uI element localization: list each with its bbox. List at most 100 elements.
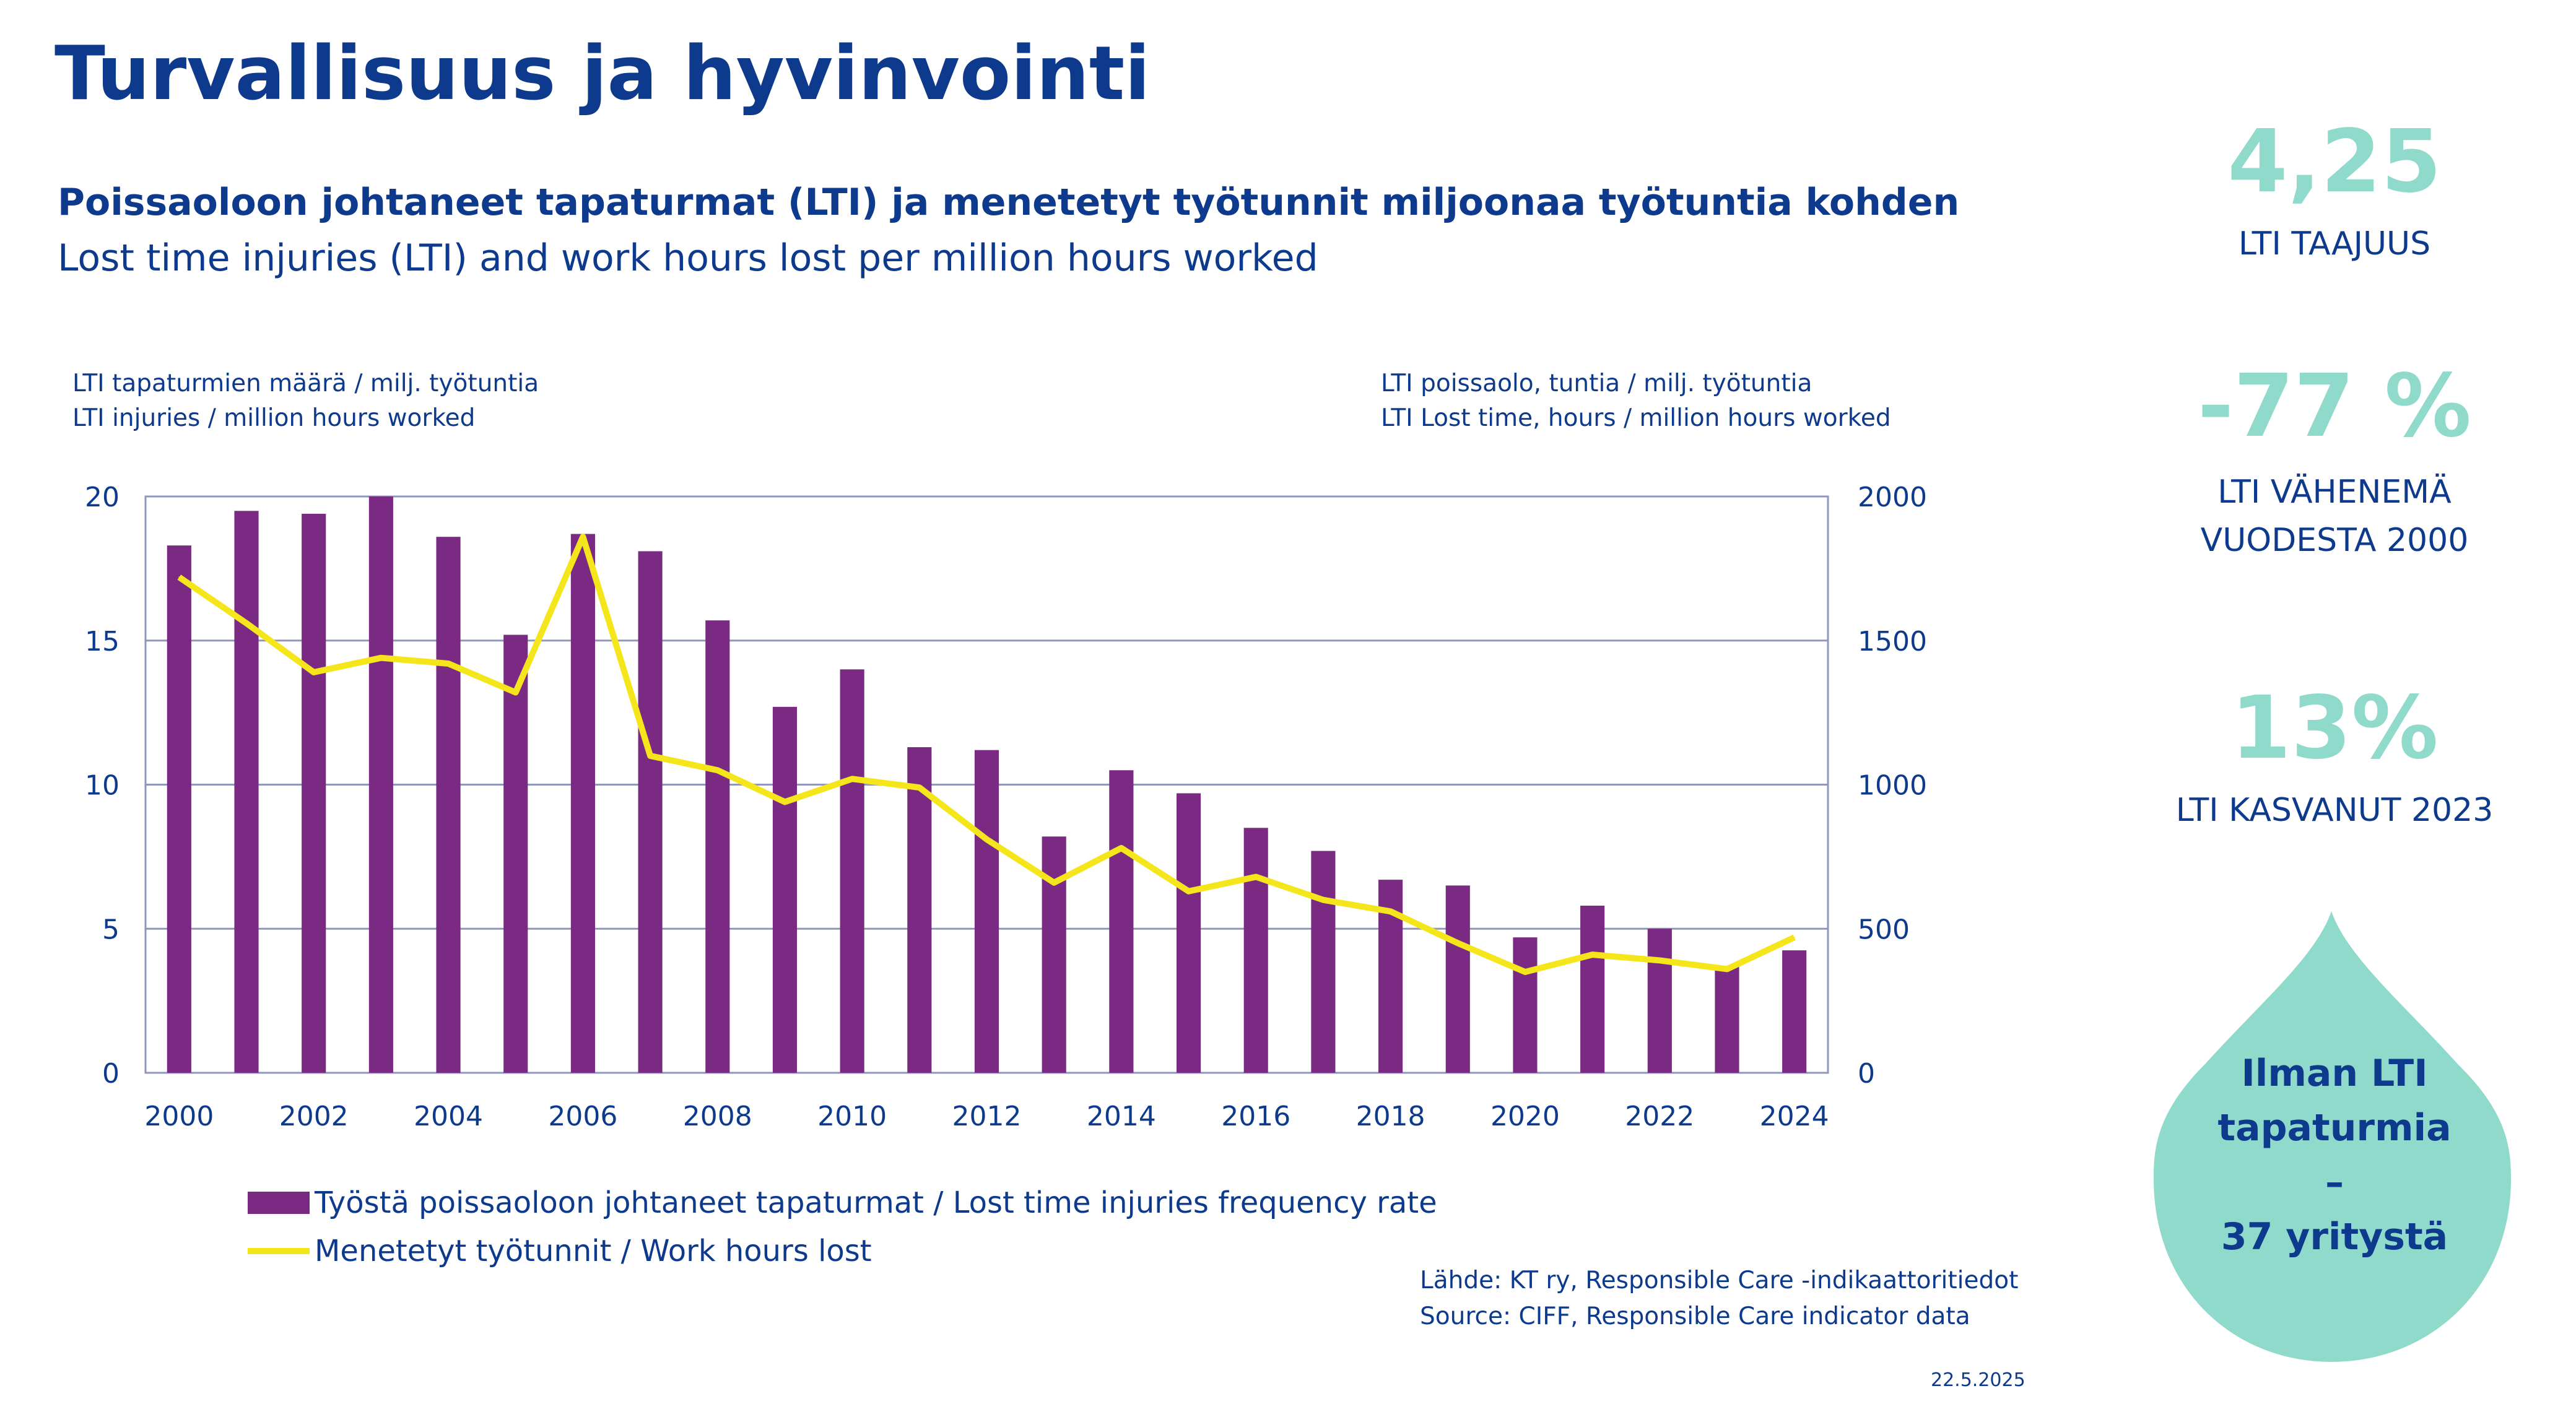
lti-bar: [302, 513, 326, 1073]
kpi-lti-frequency-label: LTI TAAJUUS: [2238, 225, 2431, 262]
x-axis-tick-label: 2024: [1760, 1101, 1829, 1132]
work-hours-lost-point: [246, 622, 248, 624]
drop-text-line2: tapaturmia: [2217, 1106, 2452, 1150]
work-hours-lost-point: [1457, 942, 1459, 944]
lti-bar: [1243, 828, 1268, 1073]
lti-bar: [1176, 793, 1201, 1073]
lti-bar: [907, 747, 932, 1073]
source-finnish: Lähde: KT ry, Responsible Care -indikaat…: [1420, 1267, 2019, 1294]
lti-bar: [1715, 966, 1739, 1073]
work-hours-lost-point: [784, 801, 786, 803]
right-axis-title: LTI poissaolo, tuntia / milj. työtuntia …: [1381, 366, 1891, 436]
work-hours-lost-point: [851, 778, 853, 780]
x-axis-tick-label: 2022: [1625, 1101, 1694, 1132]
left-axis-title-en: LTI injuries / million hours worked: [72, 404, 476, 432]
lti-bar: [436, 537, 461, 1073]
right-axis-tick-label: 500: [1858, 914, 1910, 945]
lti-bar: [974, 750, 999, 1073]
left-axis-title: LTI tapaturmien määrä / milj. työtuntia …: [72, 366, 539, 436]
work-hours-lost-point: [918, 787, 920, 789]
work-hours-lost-point: [1053, 882, 1055, 883]
kpi-lti-frequency-value: 4,25: [2227, 111, 2442, 212]
work-hours-lost-point: [1524, 971, 1526, 973]
lti-bar: [1311, 851, 1336, 1073]
kpi-drop-shape: [2154, 911, 2511, 1362]
x-axis-tick-label: 2006: [548, 1101, 617, 1132]
lti-bar: [368, 496, 393, 1073]
x-axis-tick-label: 2020: [1490, 1101, 1560, 1132]
work-hours-lost-point: [313, 671, 315, 673]
work-hours-lost-point: [1322, 899, 1324, 901]
x-axis-tick-label: 2002: [279, 1101, 349, 1132]
right-axis-title-en: LTI Lost time, hours / million hours wor…: [1381, 404, 1891, 432]
drop-text-line3: –: [2325, 1161, 2344, 1204]
x-axis-tick-label: 2000: [144, 1101, 214, 1132]
work-hours-lost-point: [716, 769, 718, 771]
lti-bar: [570, 534, 595, 1073]
right-axis-tick-label: 0: [1858, 1058, 1875, 1090]
legend-line-label: Menetetyt työtunnit / Work hours lost: [315, 1234, 872, 1268]
lti-bar: [840, 669, 864, 1073]
left-axis-tick-label: 0: [102, 1058, 120, 1090]
lti-bar: [1647, 929, 1672, 1073]
right-axis-title-fi: LTI poissaolo, tuntia / milj. työtuntia: [1381, 370, 1812, 397]
page-title: Turvallisuus ja hyvinvointi: [54, 31, 1151, 117]
x-axis-tick-label: 2010: [817, 1101, 887, 1132]
subtitle-english: Lost time injuries (LTI) and work hours …: [58, 236, 1318, 280]
left-axis-tick-label: 20: [85, 482, 120, 513]
x-axis-tick-label: 2014: [1087, 1101, 1156, 1132]
legend-bar-label: Työstä poissaoloon johtaneet tapaturmat …: [315, 1185, 1437, 1220]
drop-text-line1: Ilman LTI: [2241, 1052, 2428, 1095]
lti-bar: [1513, 937, 1538, 1073]
work-hours-lost-point: [986, 838, 988, 840]
left-axis-tick-label: 15: [85, 626, 120, 657]
lti-bar: [167, 545, 191, 1073]
left-axis-title-fi: LTI tapaturmien määrä / milj. työtuntia: [72, 370, 539, 397]
work-hours-lost-point: [1726, 968, 1728, 970]
lti-bar: [1580, 906, 1605, 1073]
kpi-lti-reduction-label-line2: VUODESTA 2000: [2200, 522, 2469, 559]
kpi-drop-text: Ilman LTI tapaturmia – 37 yritystä: [2161, 1046, 2508, 1264]
subtitle-finnish: Poissaoloon johtaneet tapaturmat (LTI) j…: [58, 181, 1960, 224]
kpi-lti-reduction-label-line1: LTI VÄHENEMÄ: [2217, 474, 2452, 511]
kpi-lti-increase-value: 13%: [2230, 678, 2439, 779]
kpi-lti-reduction-value: -77 %: [2198, 356, 2471, 457]
left-axis-tick-label: 10: [85, 770, 120, 802]
legend-bar-swatch: [248, 1192, 310, 1214]
lti-bar: [234, 511, 259, 1073]
work-hours-lost-point: [582, 536, 584, 538]
drop-text-line4: 37 yritystä: [2221, 1215, 2448, 1259]
work-hours-lost-point: [1255, 876, 1257, 878]
lti-bar: [1782, 950, 1807, 1073]
legend-line-swatch: [248, 1248, 310, 1254]
right-axis-tick-label: 2000: [1858, 482, 1927, 513]
right-axis-tick-label: 1500: [1858, 626, 1927, 657]
work-hours-lost-point: [1188, 890, 1190, 892]
work-hours-lost-point: [650, 755, 651, 756]
lti-bar: [1445, 885, 1470, 1073]
date-label: 22.5.2025: [1931, 1369, 2026, 1391]
lti-bar: [772, 706, 798, 1073]
work-hours-lost-point: [380, 657, 382, 659]
right-axis-tick-label: 1000: [1858, 770, 1927, 802]
x-axis-tick-label: 2008: [683, 1101, 752, 1132]
work-hours-lost-point: [1659, 960, 1661, 961]
work-hours-lost-point: [515, 691, 516, 693]
lti-bar: [1042, 836, 1066, 1073]
work-hours-lost-point: [1591, 954, 1593, 956]
lti-bar: [705, 620, 730, 1073]
work-hours-lost-point: [1120, 847, 1122, 849]
work-hours-lost-point: [178, 576, 180, 578]
x-axis-tick-label: 2004: [414, 1101, 483, 1132]
kpi-lti-increase-label: LTI KASVANUT 2023: [2175, 792, 2494, 829]
legend-item-line: Menetetyt työtunnit / Work hours lost: [248, 1234, 872, 1268]
work-hours-lost-point: [1390, 911, 1391, 912]
lti-bar: [638, 551, 663, 1073]
lti-bar: [503, 635, 528, 1073]
legend-item-bars: Työstä poissaoloon johtaneet tapaturmat …: [248, 1185, 1437, 1220]
lti-bar: [1109, 770, 1134, 1073]
line-layer: [177, 534, 1796, 976]
x-axis-tick-label: 2018: [1356, 1101, 1425, 1132]
source-english: Source: CIFF, Responsible Care indicator…: [1420, 1302, 1970, 1330]
